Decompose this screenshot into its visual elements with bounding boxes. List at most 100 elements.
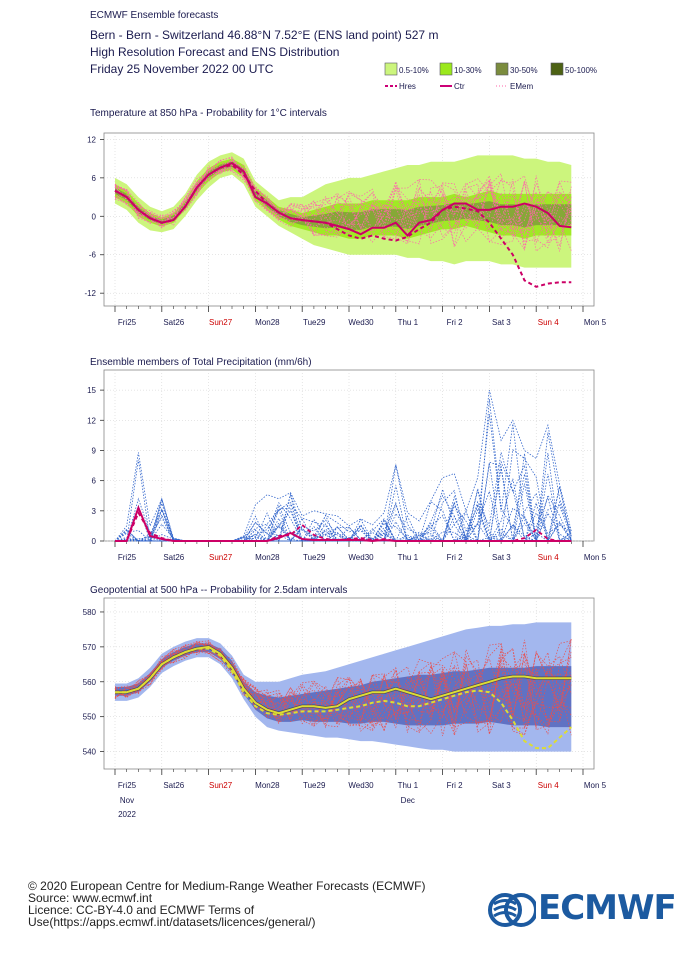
temperature-member-line [114,163,572,245]
x-tick-label: Fri 2 [447,318,464,327]
x-tick-label: Tue29 [303,553,326,562]
chart-subtitle: ECMWF Ensemble forecasts [90,10,219,21]
x-tick-label: Mon28 [255,553,280,562]
x-tick-label: Thu 1 [398,781,419,790]
temperature-member-line [114,166,572,251]
y-tick-label: 540 [83,748,97,757]
geopotential-member-line [114,644,572,736]
x-tick-label: Sun 4 [538,553,559,562]
footer: © 2020 European Centre for Medium-Range … [28,880,428,928]
temperature-chart-title: Temperature at 850 hPa - Probability for… [90,108,327,119]
y-tick-label: 3 [92,507,97,516]
legend-label: 10-30% [454,66,482,75]
x-tick-label: Tue29 [303,318,326,327]
temperature-ctr-line [114,161,572,237]
x-tick-label: Fri25 [118,781,137,790]
x-tick-label: Sat26 [163,781,184,790]
x-tick-label: Mon 5 [584,781,607,790]
x-tick-label: Sun27 [209,318,233,327]
y-tick-label: 0 [92,537,97,546]
x-tick-label: Wed30 [348,318,374,327]
y-tick-label: 15 [87,386,96,395]
ecmwf-logo-icon [488,893,536,927]
precipitation-member-line [114,501,572,542]
geopotential-member-line [114,641,572,729]
geopotential-chart: 580 570 560 550 540 Fri25 Sat26 Sun27 Mon28 Tue29… [83,597,607,790]
x-tick-label: Wed30 [348,553,374,562]
x-tick-label: Thu 1 [398,553,419,562]
month-label: Nov [120,796,134,805]
x-tick-label: Sat 3 [492,318,511,327]
y-tick-label: 12 [87,135,96,144]
y-tick-label: -6 [89,251,97,260]
legend-swatch [550,62,564,76]
y-tick-label: 560 [83,678,97,687]
legend-label: Ctr [454,82,465,91]
legend-label: 50-100% [565,66,597,75]
legend-label: 0.5-10% [399,66,429,75]
x-tick-label: Tue29 [303,781,326,790]
x-tick-label: Sat 3 [492,781,511,790]
x-tick-label: Sat 3 [492,553,511,562]
x-tick-label: Mon28 [255,318,280,327]
temperature-band-inner [115,161,572,230]
x-tick-label: Wed30 [348,781,374,790]
y-tick-label: -12 [84,289,96,298]
x-tick-label: Fri 2 [447,781,464,790]
x-tick-label: Mon28 [255,781,280,790]
precipitation-ctr-line [115,505,572,543]
ecmwf-logo-text: ECMWF [538,888,677,928]
forecast-date: Friday 25 November 2022 00 UTC [90,62,274,76]
y-tick-label: 6 [92,174,97,183]
temperature-member-line [114,160,572,237]
legend-label: Hres [399,82,416,91]
geopotential-member-line [114,639,572,736]
x-tick-label: Fri25 [118,318,137,327]
x-tick-label: Mon 5 [584,553,607,562]
temperature-member-line [114,165,572,234]
y-tick-label: 0 [92,212,97,221]
x-tick-label: Sun27 [209,781,233,790]
legend: 0.5-10% 10-30% 30-50% 50-100% Hres Ctr EMem [384,62,597,91]
legend-label: 30-50% [510,66,538,75]
y-tick-label: 550 [83,713,97,722]
legend-swatch [384,62,398,76]
x-tick-label: Sat26 [163,318,184,327]
geopotential-chart-title: Geopotential at 500 hPa -- Probability f… [90,585,348,596]
copyright-text: © 2020 European Centre for Medium-Range … [28,879,426,893]
x-tick-label: Fri25 [118,553,137,562]
y-tick-label: 9 [92,446,97,455]
temperature-member-line [114,156,572,249]
precipitation-member-line [114,468,572,543]
y-tick-label: 6 [92,477,97,486]
x-tick-label: Sat26 [163,553,184,562]
x-tick-label: Sun27 [209,553,233,562]
licence-text: Licence: CC-BY-4.0 and ECMWF Terms of Us… [28,903,316,929]
legend-swatch [495,62,509,76]
x-tick-label: Sun 4 [538,781,559,790]
precipitation-chart: 15 12 9 6 3 0 Fri25 Sat26 Sun27 Mon28 Tue29 Wed30 Th… [87,369,607,562]
temperature-member-line [114,162,572,249]
temperature-member-line [114,167,572,241]
temperature-member-line [114,157,572,245]
precipitation-chart-title: Ensemble members of Total Precipitation … [90,357,312,368]
y-tick-label: 12 [87,416,96,425]
x-tick-label: Mon 5 [584,318,607,327]
month-label: Dec [401,796,415,805]
geopotential-member-line [114,640,572,729]
source-text: Source: www.ecmwf.int [28,891,153,905]
year-label: 2022 [118,810,136,819]
forecast-type-title: High Resolution Forecast and ENS Distrib… [90,45,340,59]
geopotential-ctr-line [115,645,572,715]
y-tick-label: 570 [83,643,97,652]
geopotential-member-line [114,642,572,728]
geopotential-hres-line [115,647,572,750]
x-tick-label: Thu 1 [398,318,419,327]
y-tick-label: 580 [83,608,97,617]
temperature-chart: 12 6 0 -6 -12 Fri25 Sat26 Sun27 Mon28 Tue29 Wed30 T… [84,132,607,327]
x-tick-label: Fri 2 [447,553,464,562]
legend-label: EMem [510,82,533,91]
location-title: Bern - Bern - Switzerland 46.88°N 7.52°E… [90,28,439,42]
x-tick-label: Sun 4 [538,318,559,327]
